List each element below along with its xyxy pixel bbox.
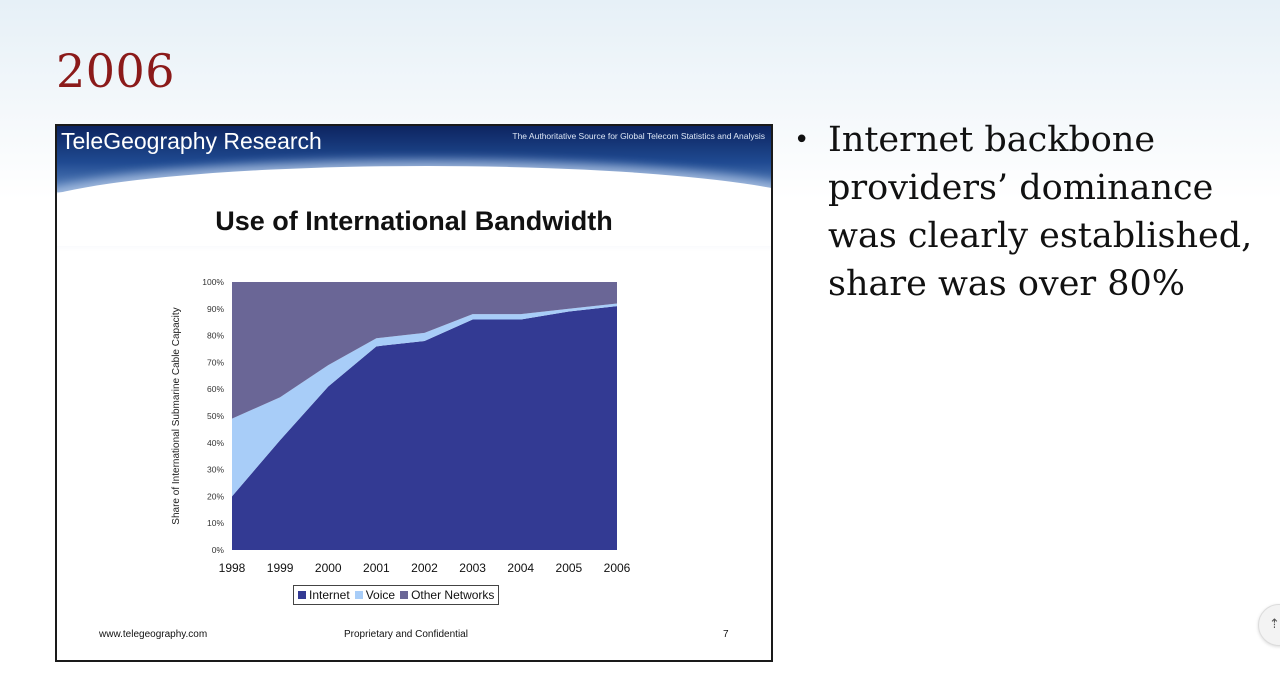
x-tick-label: 2005 <box>556 561 583 575</box>
embedded-chart-image: TeleGeography Research The Authoritative… <box>55 124 773 662</box>
bullet-list: • Internet backbone providers’ dominance… <box>790 116 1260 308</box>
footer-page-number: 7 <box>723 629 729 640</box>
slide-title: 2006 <box>56 44 176 98</box>
x-tick-label: 2000 <box>315 561 342 575</box>
y-tick-label: 0% <box>212 545 225 555</box>
y-tick-label: 60% <box>207 384 224 394</box>
x-tick-label: 2006 <box>604 561 631 575</box>
legend-item-other: Other Networks <box>400 588 494 602</box>
chart-title: Use of International Bandwidth <box>215 206 613 236</box>
chart-legend: Internet Voice Other Networks <box>293 585 500 605</box>
x-tick-label: 1999 <box>267 561 294 575</box>
embed-header-banner: TeleGeography Research The Authoritative… <box>57 126 771 246</box>
y-tick-label: 70% <box>207 357 224 367</box>
legend-swatch-voice <box>354 591 363 599</box>
x-tick-label: 2004 <box>507 561 534 575</box>
area-chart: 0%10%20%30%40%50%60%70%80%90%100% 1998 19… <box>171 277 631 575</box>
legend-item-internet: Internet <box>298 588 350 602</box>
chart-areas <box>232 282 617 550</box>
legend-swatch-other <box>400 591 409 599</box>
x-tick-label: 2003 <box>459 561 486 575</box>
bullet-dot-icon: • <box>794 125 810 155</box>
legend-item-voice: Voice <box>354 588 396 602</box>
legend-label-voice: Voice <box>365 588 396 602</box>
header-swoosh <box>57 166 771 246</box>
area-other-networks <box>232 282 617 419</box>
footer-website: www.telegeography.com <box>99 629 208 640</box>
legend-label-other: Other Networks <box>411 588 495 602</box>
y-tick-label: 80% <box>207 331 224 341</box>
y-axis-ticks: 0% 10% 20% 30% 40% 50% 60% 70% 80% 90% 100% <box>202 277 224 555</box>
y-tick-label: 20% <box>207 491 224 501</box>
area-voice <box>232 303 617 497</box>
footer-confidential: Proprietary and Confidential <box>344 629 468 640</box>
y-tick-label: 10% <box>207 518 224 528</box>
embed-tagline: The Authoritative Source for Global Tele… <box>512 131 765 141</box>
y-tick-label: 40% <box>207 438 224 448</box>
x-tick-label: 2001 <box>363 561 390 575</box>
area-internet <box>232 306 617 550</box>
x-axis-ticks: 1998 1999 2000 2001 2002 2003 2004 2005 2006 <box>219 561 631 575</box>
x-tick-label: 1998 <box>219 561 246 575</box>
x-tick-label: 2002 <box>411 561 438 575</box>
y-tick-label: 100% <box>202 277 224 287</box>
bullet-item: • Internet backbone providers’ dominance… <box>790 116 1260 308</box>
y-tick-label: 50% <box>207 411 224 421</box>
y-axis-label: Share of International Submarine Cable C… <box>171 307 182 524</box>
legend-swatch-internet <box>298 591 306 599</box>
y-tick-label: 30% <box>207 465 224 475</box>
scroll-to-top-icon[interactable]: ⇡ <box>1258 604 1280 646</box>
y-tick-label: 90% <box>207 304 224 314</box>
legend-label-internet: Internet <box>309 588 350 602</box>
embed-brand-logo: TeleGeography Research <box>61 128 322 154</box>
bullet-text: Internet backbone providers’ dominance w… <box>828 120 1253 304</box>
